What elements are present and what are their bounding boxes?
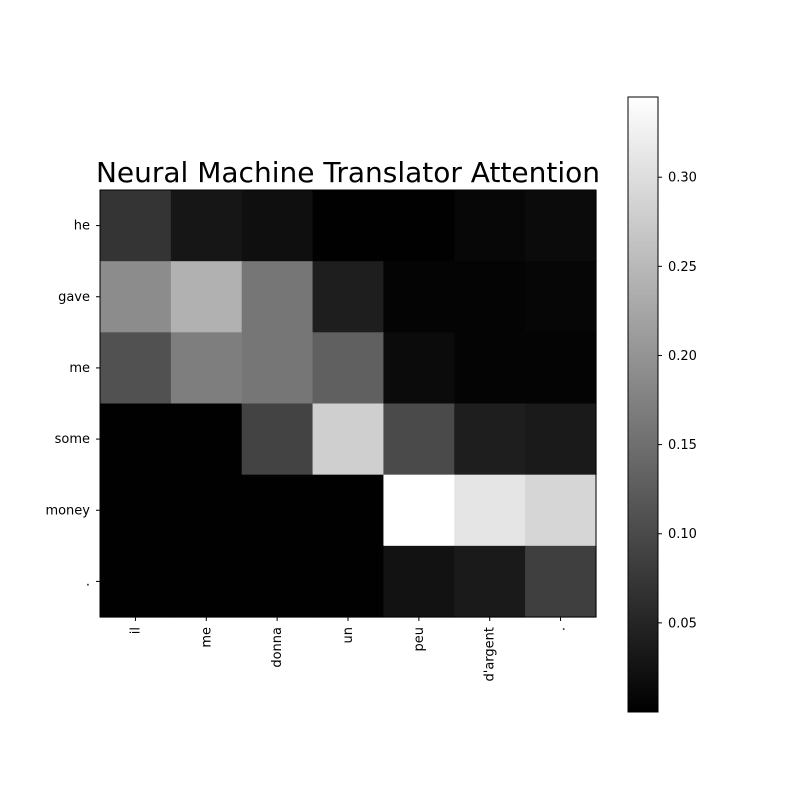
heatmap-cell: [383, 261, 455, 333]
heatmap-cell: [383, 332, 455, 405]
heatmap-cells: [100, 190, 597, 618]
column-tick-label: un: [341, 627, 356, 643]
colorbar-tick-label: 0.05: [668, 616, 697, 631]
heatmap-cell: [170, 261, 243, 333]
colorbar: [627, 96, 659, 713]
colorbar-tick-label: 0.10: [668, 527, 697, 542]
heatmap-cell: [383, 190, 455, 262]
heatmap-cell: [312, 332, 385, 405]
heatmap-cell: [312, 190, 385, 262]
heatmap-cell: [241, 403, 314, 476]
heatmap-cell: [312, 474, 385, 547]
colorbar-tick-label: 0.25: [668, 260, 697, 275]
row-tick-label: .: [86, 574, 90, 589]
colorbar-tick-label: 0.30: [668, 171, 697, 186]
column-tick-label: me: [199, 627, 214, 648]
heatmap-cell: [454, 261, 526, 333]
column-ticks: il me donna un peu d'argent.: [128, 617, 569, 682]
heatmap-cell: [170, 545, 243, 618]
heatmap-cell: [100, 332, 172, 405]
row-tick-label: money: [45, 503, 90, 518]
colorbar-ticks: 0.05 0.10 0.15 0.20 0.25 0.30: [658, 171, 697, 631]
heatmap-cell: [525, 261, 597, 333]
row-tick-label: me: [69, 361, 90, 376]
heatmap-cell: [454, 332, 526, 405]
row-tick-label: gave: [58, 290, 90, 305]
heatmap-cell: [454, 545, 526, 618]
heatmap-cell: [312, 403, 385, 476]
heatmap-cell: [241, 545, 314, 618]
heatmap-cell: [100, 474, 172, 547]
column-tick-label: peu: [412, 627, 427, 652]
heatmap-cell: [100, 261, 172, 333]
row-ticks: he gave me some money.: [45, 219, 100, 589]
chart-title: Neural Machine Translator Attention: [96, 156, 600, 189]
heatmap-cell: [454, 474, 526, 547]
heatmap-cell: [100, 190, 172, 262]
heatmap-cell: [454, 403, 526, 476]
heatmap-cell: [525, 403, 597, 476]
heatmap-cell: [241, 190, 314, 262]
heatmap-cell: [383, 403, 455, 476]
heatmap-cell: [241, 261, 314, 333]
heatmap-cell: [525, 545, 597, 618]
heatmap-cell: [241, 474, 314, 547]
heatmap-cell: [170, 474, 243, 547]
heatmap-cell: [241, 332, 314, 405]
heatmap-cell: [525, 332, 597, 405]
heatmap-cell: [100, 403, 172, 476]
heatmap-cell: [383, 474, 455, 547]
colorbar-tick-label: 0.20: [668, 349, 697, 364]
heatmap-cell: [170, 332, 243, 405]
heatmap-cell: [525, 190, 597, 262]
heatmap-cell: [100, 545, 172, 618]
heatmap-cell: [312, 261, 385, 333]
heatmap-cell: [312, 545, 385, 618]
heatmap-cell: [383, 545, 455, 618]
heatmap-cell: [525, 474, 597, 547]
column-tick-label: d'argent: [483, 627, 498, 682]
colorbar-tick-label: 0.15: [668, 438, 697, 453]
column-tick-label: donna: [270, 627, 285, 668]
heatmap-cell: [454, 190, 526, 262]
column-tick-label: .: [554, 627, 569, 631]
row-tick-label: he: [74, 219, 90, 234]
column-tick-label: il: [128, 627, 143, 634]
heatmap-cell: [170, 403, 243, 476]
row-tick-label: some: [55, 432, 90, 447]
heatmap-cell: [170, 190, 243, 262]
